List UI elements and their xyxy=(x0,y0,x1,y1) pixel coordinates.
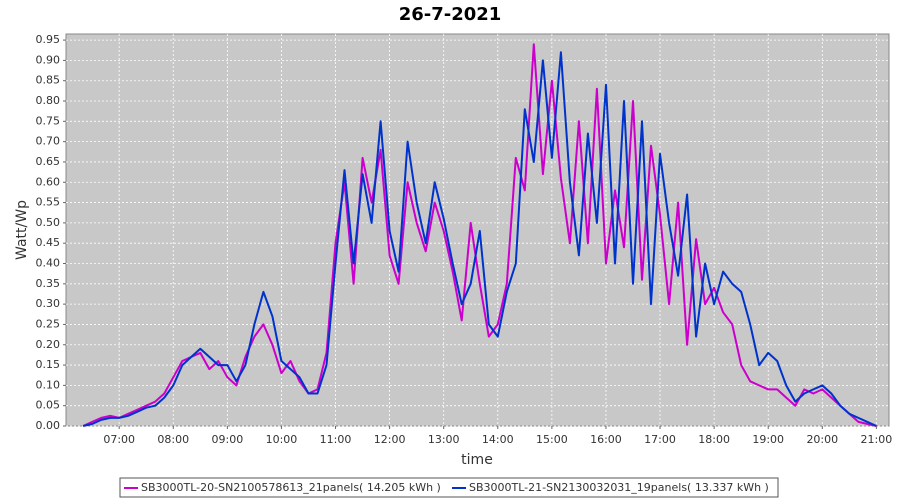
x-tick-label: 13:00 xyxy=(428,433,460,446)
x-tick-label: 16:00 xyxy=(590,433,622,446)
y-tick-label: 0.55 xyxy=(36,196,61,209)
y-tick-label: 0.20 xyxy=(36,338,61,351)
y-tick-label: 0.00 xyxy=(36,419,61,432)
legend-label: SB3000TL-21-SN2130032031_19panels( 13.33… xyxy=(469,481,769,494)
y-tick-label: 0.90 xyxy=(36,53,61,66)
x-tick-label: 08:00 xyxy=(157,433,189,446)
legend xyxy=(119,477,779,498)
x-tick-label: 17:00 xyxy=(644,433,676,446)
x-tick-label: 19:00 xyxy=(752,433,784,446)
x-tick-label: 07:00 xyxy=(103,433,135,446)
y-tick-label: 0.70 xyxy=(36,135,61,148)
y-tick-label: 0.45 xyxy=(36,236,61,249)
y-tick-label: 0.30 xyxy=(36,297,61,310)
y-tick-label: 0.05 xyxy=(36,399,61,412)
y-tick-label: 0.35 xyxy=(36,277,61,290)
x-axis-label: time xyxy=(461,452,493,468)
x-tick-label: 18:00 xyxy=(698,433,730,446)
y-tick-label: 0.85 xyxy=(36,74,61,87)
x-tick-label: 14:00 xyxy=(482,433,514,446)
x-tick-label: 10:00 xyxy=(266,433,298,446)
y-tick-label: 0.95 xyxy=(36,33,61,46)
y-tick-label: 0.75 xyxy=(36,114,61,127)
legend-label: SB3000TL-20-SN2100578613_21panels( 14.20… xyxy=(141,481,441,494)
y-tick-label: 0.25 xyxy=(36,317,61,330)
y-tick-label: 0.60 xyxy=(36,175,61,188)
y-tick-label: 0.50 xyxy=(36,216,61,229)
x-tick-label: 12:00 xyxy=(374,433,406,446)
x-tick-label: 09:00 xyxy=(212,433,244,446)
x-tick-label: 11:00 xyxy=(320,433,352,446)
series-line xyxy=(82,51,877,427)
y-tick-label: 0.80 xyxy=(36,94,61,107)
x-tick-label: 20:00 xyxy=(806,433,838,446)
chart-title: 26-7-2021 xyxy=(399,4,502,25)
y-tick-label: 0.40 xyxy=(36,257,61,270)
x-tick-label: 15:00 xyxy=(536,433,568,446)
y-axis-label: Watt/Wp xyxy=(14,200,30,260)
y-tick-label: 0.10 xyxy=(36,378,61,391)
plot-area xyxy=(65,33,890,427)
x-tick-label: 21:00 xyxy=(861,433,893,446)
y-tick-label: 0.15 xyxy=(36,358,61,371)
y-tick-label: 0.65 xyxy=(36,155,61,168)
